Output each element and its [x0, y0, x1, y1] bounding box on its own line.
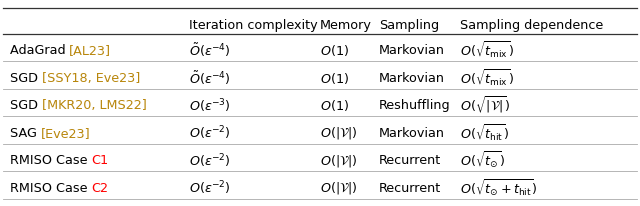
Text: C2: C2 [91, 181, 108, 194]
Text: SAG: SAG [10, 126, 40, 139]
Text: $O(\varepsilon^{-3})$: $O(\varepsilon^{-3})$ [189, 96, 230, 114]
Text: [AL23]: [AL23] [69, 44, 111, 57]
Text: $O(\sqrt{|\mathcal{V}|})$: $O(\sqrt{|\mathcal{V}|})$ [460, 95, 509, 116]
Text: Sampling: Sampling [379, 19, 439, 32]
Text: [MKR20, LMS22]: [MKR20, LMS22] [42, 99, 147, 112]
Text: Reshuffling: Reshuffling [379, 99, 451, 112]
Text: AdaGrad: AdaGrad [10, 44, 69, 57]
Text: C1: C1 [91, 154, 108, 166]
Text: SGD: SGD [10, 99, 42, 112]
Text: [SSY18, Eve23]: [SSY18, Eve23] [42, 71, 140, 84]
Text: [Eve23]: [Eve23] [40, 126, 90, 139]
Text: $O(1)$: $O(1)$ [320, 70, 349, 85]
Text: $O(1)$: $O(1)$ [320, 43, 349, 58]
Text: $O(\varepsilon^{-2})$: $O(\varepsilon^{-2})$ [189, 179, 230, 196]
Text: Iteration complexity: Iteration complexity [189, 19, 317, 32]
Text: $O(\sqrt{t_{\mathrm{hit}}})$: $O(\sqrt{t_{\mathrm{hit}}})$ [460, 122, 509, 143]
Text: Memory: Memory [320, 19, 372, 32]
Text: SGD: SGD [10, 71, 42, 84]
Text: Recurrent: Recurrent [379, 154, 441, 166]
Text: Markovian: Markovian [379, 71, 445, 84]
Text: $O(1)$: $O(1)$ [320, 98, 349, 113]
Text: Markovian: Markovian [379, 126, 445, 139]
Text: $O(\sqrt{t_{\mathrm{mix}}})$: $O(\sqrt{t_{\mathrm{mix}}})$ [460, 67, 513, 88]
Text: $O(\sqrt{t_{\odot} + t_{\mathrm{hit}}})$: $O(\sqrt{t_{\odot} + t_{\mathrm{hit}}})$ [460, 177, 537, 198]
Text: $O(\varepsilon^{-2})$: $O(\varepsilon^{-2})$ [189, 151, 230, 169]
Text: $O(|\mathcal{V}|)$: $O(|\mathcal{V}|)$ [320, 179, 358, 195]
Text: $O(\sqrt{t_{\mathrm{mix}}})$: $O(\sqrt{t_{\mathrm{mix}}})$ [460, 40, 513, 61]
Text: Markovian: Markovian [379, 44, 445, 57]
Text: $\tilde{O}(\varepsilon^{-4})$: $\tilde{O}(\varepsilon^{-4})$ [189, 42, 230, 59]
Text: $\tilde{O}(\varepsilon^{-4})$: $\tilde{O}(\varepsilon^{-4})$ [189, 69, 230, 87]
Text: $O(|\mathcal{V}|)$: $O(|\mathcal{V}|)$ [320, 125, 358, 141]
Text: Sampling dependence: Sampling dependence [460, 19, 603, 32]
Text: RMISO Case: RMISO Case [10, 154, 91, 166]
Text: Recurrent: Recurrent [379, 181, 441, 194]
Text: RMISO Case: RMISO Case [10, 181, 91, 194]
Text: $O(\sqrt{t_{\odot}})$: $O(\sqrt{t_{\odot}})$ [460, 150, 504, 171]
Text: $O(\varepsilon^{-2})$: $O(\varepsilon^{-2})$ [189, 124, 230, 142]
Text: $O(|\mathcal{V}|)$: $O(|\mathcal{V}|)$ [320, 152, 358, 168]
